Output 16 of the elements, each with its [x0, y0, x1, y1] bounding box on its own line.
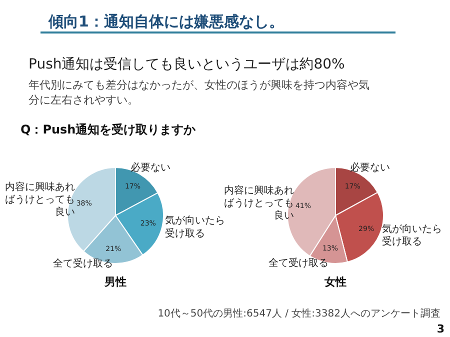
text: 3 — [436, 322, 444, 336]
text: 女性 — [324, 276, 346, 288]
slice-label: 内容に興味あればうけとっても良い — [224, 184, 294, 222]
slice-label: 必要ない — [130, 161, 170, 174]
text: 10代～50代の男性:6547人 / 女性:3382人へのアンケート調査 — [158, 308, 440, 320]
slice-label: 全て受け取る — [52, 258, 113, 270]
text: 傾向1：通知自体には嫌悪感なし。 — [48, 12, 284, 30]
slice-label: 必要ない — [350, 161, 390, 174]
slice-label: 全て受け取る — [268, 257, 329, 270]
text: Push通知は受信しても良いというユーザは約80% — [28, 56, 345, 72]
slice-label: 気が向いたら受け取る — [382, 222, 442, 248]
slice-label: 気が向いたら受け取る — [164, 214, 225, 240]
text: 年代別にみても差分はなかったが、女性のほうが興味を持つ内容や気分に左右されやすい。 — [28, 78, 370, 106]
text: 男性 — [104, 276, 126, 288]
text: Q：Push通知を受け取りますか — [20, 122, 197, 136]
slice-label: 内容に興味あればうけとっても良い — [5, 180, 76, 218]
